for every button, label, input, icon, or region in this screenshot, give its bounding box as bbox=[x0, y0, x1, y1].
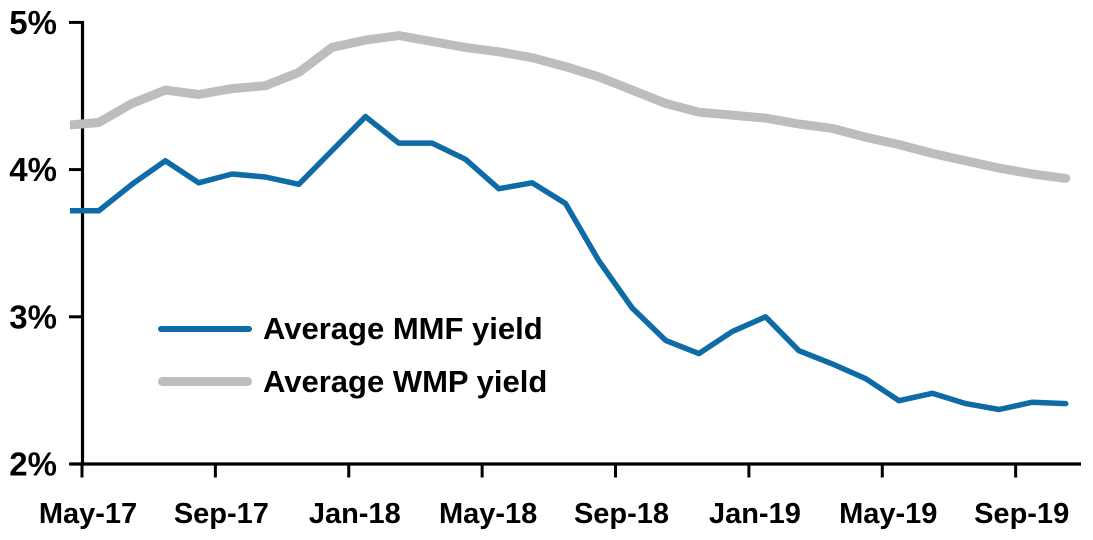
x-axis-tick-label: May-18 bbox=[439, 498, 537, 530]
x-axis-tick-label: Sep-19 bbox=[974, 498, 1069, 530]
x-axis-tick-label: Jan-18 bbox=[309, 498, 401, 530]
chart-legend: Average MMF yield Average WMP yield bbox=[158, 309, 547, 401]
x-axis-tick-label: May-17 bbox=[39, 498, 137, 530]
mmf-legend-label: Average MMF yield bbox=[263, 310, 543, 346]
wmp-line-swatch bbox=[158, 377, 252, 386]
wmp-legend-label: Average WMP yield bbox=[263, 363, 548, 399]
x-axis-tick-label: May-19 bbox=[839, 498, 937, 530]
y-axis-tick-label: 4% bbox=[9, 151, 57, 188]
x-axis-tick-label: Jan-19 bbox=[709, 498, 801, 530]
y-axis-tick-label: 3% bbox=[9, 298, 57, 335]
legend-item-wmp: Average WMP yield bbox=[158, 362, 547, 401]
x-axis-tick-label: Sep-18 bbox=[574, 498, 669, 530]
legend-item-mmf: Average MMF yield bbox=[158, 309, 547, 348]
mmf-line-swatch bbox=[158, 325, 252, 332]
x-axis-tick-label: Sep-17 bbox=[174, 498, 269, 530]
y-axis-tick-label: 5% bbox=[9, 4, 57, 41]
wmp-yield-line bbox=[70, 31, 1071, 183]
mmf-yield-line bbox=[70, 113, 1069, 413]
y-axis-tick-label: 2% bbox=[9, 446, 57, 483]
